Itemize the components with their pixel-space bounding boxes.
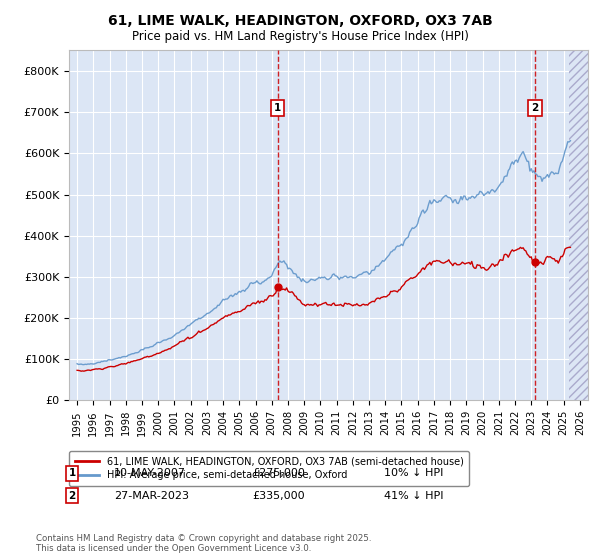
Bar [569, 50, 588, 400]
Text: Contains HM Land Registry data © Crown copyright and database right 2025.
This d: Contains HM Land Registry data © Crown c… [36, 534, 371, 553]
Text: 2: 2 [532, 103, 539, 113]
Text: 1: 1 [68, 468, 76, 478]
Text: £275,000: £275,000 [252, 468, 305, 478]
Text: Price paid vs. HM Land Registry's House Price Index (HPI): Price paid vs. HM Land Registry's House … [131, 30, 469, 43]
Text: 10% ↓ HPI: 10% ↓ HPI [384, 468, 443, 478]
Text: 10-MAY-2007: 10-MAY-2007 [114, 468, 186, 478]
Text: 61, LIME WALK, HEADINGTON, OXFORD, OX3 7AB: 61, LIME WALK, HEADINGTON, OXFORD, OX3 7… [107, 14, 493, 28]
Legend: 61, LIME WALK, HEADINGTON, OXFORD, OX3 7AB (semi-detached house), HPI: Average p: 61, LIME WALK, HEADINGTON, OXFORD, OX3 7… [68, 451, 469, 486]
Text: 41% ↓ HPI: 41% ↓ HPI [384, 491, 443, 501]
Text: 1: 1 [274, 103, 281, 113]
Text: £335,000: £335,000 [252, 491, 305, 501]
Text: 27-MAR-2023: 27-MAR-2023 [114, 491, 189, 501]
Text: 2: 2 [68, 491, 76, 501]
